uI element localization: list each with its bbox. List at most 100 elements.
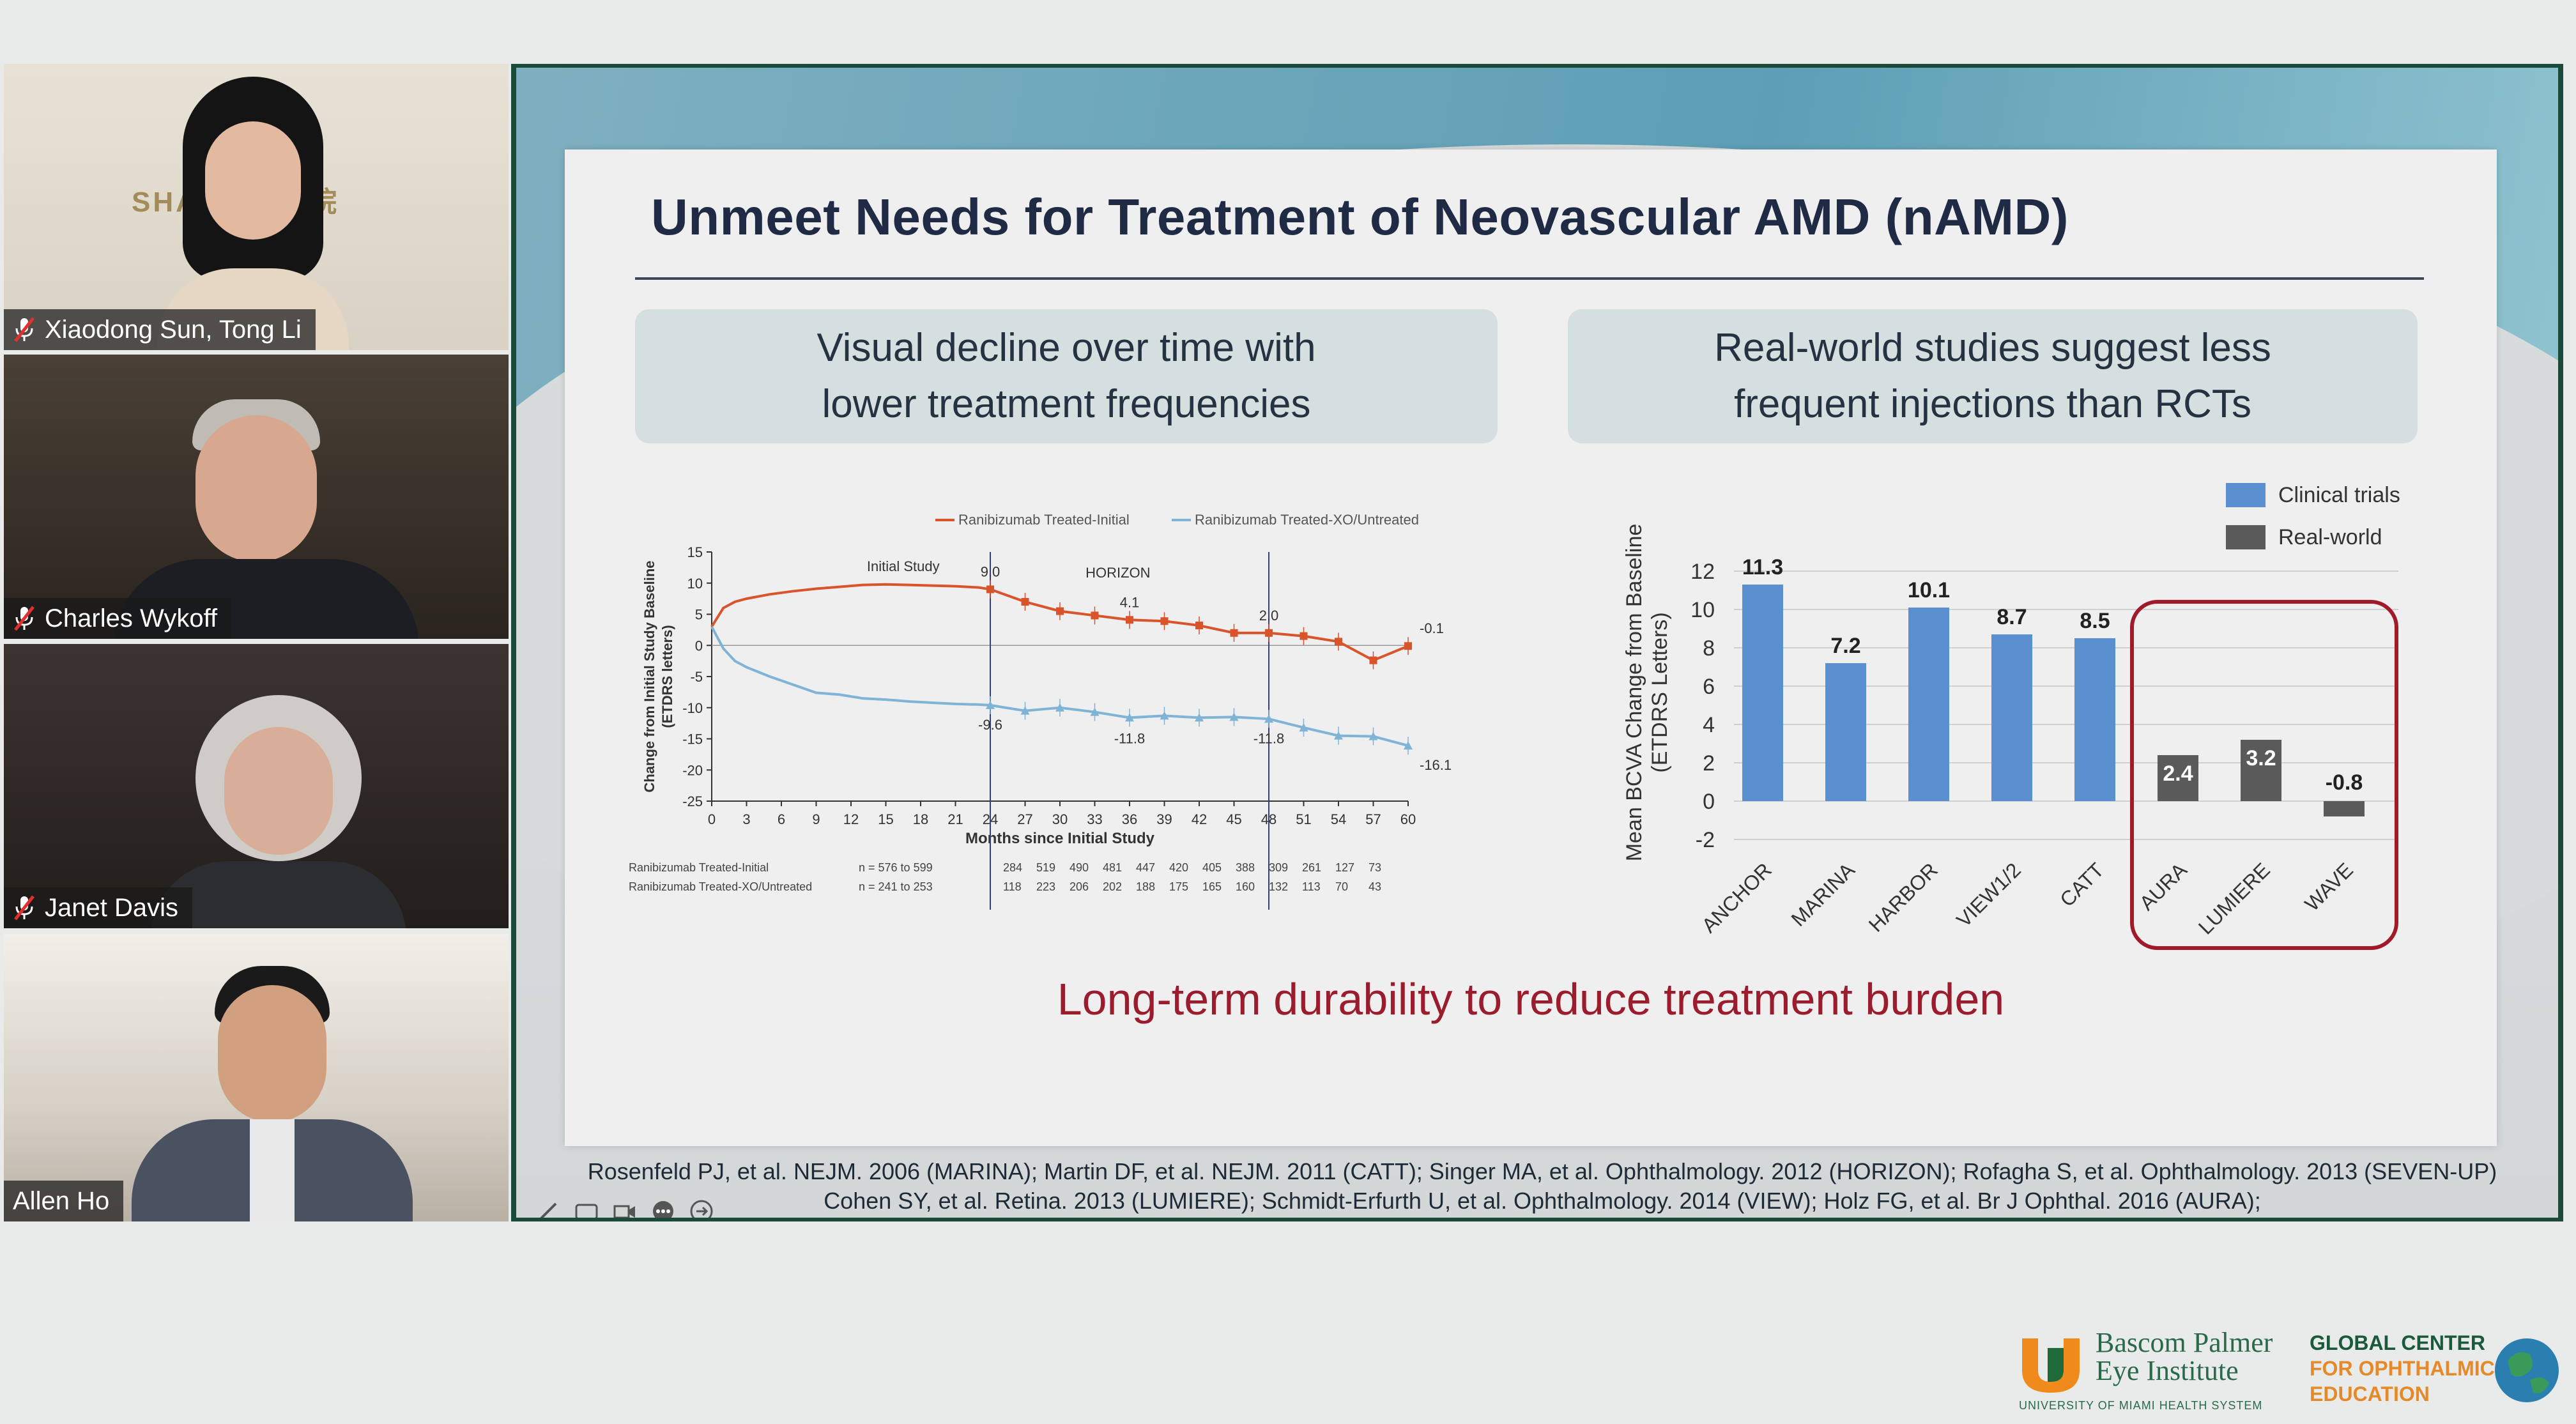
category-label: ANCHOR [1697, 858, 1776, 937]
participant-name: Janet Davis [45, 893, 178, 922]
y-axis-label: Mean BCVA Change from Baseline(ETDRS Let… [1622, 524, 1672, 862]
participant-tile-3[interactable]: Janet Davis [4, 644, 509, 928]
x-tick-label: 15 [878, 811, 893, 827]
mic-muted-icon [14, 317, 34, 342]
y-axis-label-line: (ETDRS letters) [659, 625, 675, 728]
point-label: -0.1 [1420, 620, 1444, 636]
data-label: 11.3 [1742, 555, 1783, 579]
right-panel-header-line: frequent injections than RCTs [1734, 382, 2251, 426]
next-arrow-icon[interactable] [689, 1198, 714, 1218]
table-cell: 405 [1202, 861, 1222, 874]
data-label: 7.2 [1830, 634, 1860, 658]
annotation-label: Initial Study [867, 558, 940, 574]
data-label: 10.1 [1908, 578, 1950, 602]
x-tick-label: 60 [1400, 811, 1416, 827]
left-panel-header-line: lower treatment frequencies [822, 382, 1311, 426]
legend-label: Clinical trials [2278, 483, 2400, 507]
x-tick-label: 57 [1365, 811, 1381, 827]
legend-swatch [2226, 525, 2266, 549]
table-cell: 127 [1335, 861, 1354, 874]
participant-name: Allen Ho [13, 1186, 110, 1215]
table-cell: 202 [1103, 880, 1122, 893]
table-cell: 113 [1302, 880, 1321, 893]
camera-icon[interactable] [612, 1198, 638, 1218]
highlight-box [2130, 600, 2398, 950]
legend-swatch [2226, 483, 2266, 507]
x-tick-label: 30 [1052, 811, 1068, 827]
table-cell: 447 [1136, 861, 1155, 874]
data-label: 3.2 [2246, 746, 2276, 770]
slide-toolbar [535, 1198, 714, 1218]
y-tick-label: 10 [687, 576, 703, 592]
reference-line: Cohen SY, et al. Retina. 2013 (LUMIERE);… [824, 1188, 2261, 1214]
gc-line: GLOBAL CENTER [2310, 1331, 2485, 1354]
x-tick-label: 6 [778, 811, 785, 827]
participant-tile-2[interactable]: Charles Wykoff [4, 355, 509, 639]
x-tick-label: 36 [1122, 811, 1137, 827]
participant-tile-4[interactable]: Allen Ho [4, 934, 509, 1221]
participant-name: Charles Wykoff [45, 604, 218, 632]
y-tick-label: 2 [1703, 751, 1715, 776]
bar [1742, 585, 1783, 801]
more-icon[interactable] [650, 1198, 676, 1218]
table-cell: 388 [1236, 861, 1255, 874]
y-axis-label-line: Change from Initial Study Baseline [641, 560, 657, 792]
table-cell: 43 [1368, 880, 1381, 893]
y-tick-label: 8 [1703, 636, 1715, 661]
slide-takeaway: Long-term durability to reduce treatment… [1057, 974, 2005, 1024]
left-panel-header-line: Visual decline over time with [816, 326, 1316, 370]
captions-icon[interactable] [574, 1198, 599, 1218]
title-divider [635, 277, 2424, 280]
table-cell: 284 [1003, 861, 1022, 874]
participant-name-tag: Xiaodong Sun, Tong Li [4, 309, 316, 350]
category-label: VIEW1/2 [1952, 858, 2025, 931]
category-label: CATT [2055, 858, 2108, 911]
table-cell: 206 [1070, 880, 1089, 893]
line-chart: Ranibizumab Treated-Initial Ranibizumab T… [629, 512, 1452, 910]
x-tick-label: 12 [843, 811, 859, 827]
point-label: 9.0 [981, 564, 1000, 580]
bar [2241, 740, 2281, 801]
x-tick-label: 45 [1226, 811, 1241, 827]
point-label: -9.6 [978, 717, 1002, 733]
slide-title: Unmeet Needs for Treatment of Neovascula… [651, 188, 2069, 245]
y-tick-label: -20 [682, 762, 703, 778]
legend-label: Ranibizumab Treated-XO/Untreated [1195, 512, 1419, 528]
x-tick-label: 3 [742, 811, 750, 827]
y-tick-label: -5 [690, 669, 703, 685]
y-axis-label-line: Mean BCVA Change from Baseline [1622, 524, 1646, 862]
globe-icon [2495, 1338, 2559, 1402]
point-label: -11.8 [1114, 730, 1146, 746]
participant-name-tag: Charles Wykoff [4, 598, 232, 639]
y-tick-label: 15 [687, 544, 703, 560]
table-cell: 70 [1335, 880, 1348, 893]
bar [2158, 755, 2198, 801]
mic-muted-icon [14, 895, 34, 921]
bascom-palmer-name: Bascom Palmer Eye Institute [2096, 1329, 2273, 1385]
annotation-label: HORIZON [1085, 565, 1150, 581]
participant-tile-1[interactable]: SHA TAL 医院 Xiaodong Sun, Tong Li [4, 64, 509, 350]
mic-muted-icon [14, 606, 34, 631]
table-row-n: n = 241 to 253 [859, 880, 933, 893]
bar-chart: Clinical trials Real-world 12 10 8 6 4 2 0 -2 Mean… [1622, 483, 2400, 950]
participant-name: Xiaodong Sun, Tong Li [45, 315, 302, 344]
category-label: AURA [2135, 858, 2192, 915]
slide: Unmeet Needs for Treatment of Neovascula… [565, 149, 2497, 1146]
series-line [710, 583, 1409, 662]
table-cell: 519 [1036, 861, 1055, 874]
reference-line: Rosenfeld PJ, et al. NEJM. 2006 (MARINA)… [587, 1158, 2497, 1184]
table-row-label: Ranibizumab Treated-XO/Untreated [629, 880, 812, 893]
data-label: 8.5 [2080, 609, 2110, 633]
pen-icon[interactable] [535, 1198, 561, 1218]
x-tick-label: 42 [1192, 811, 1207, 827]
table-cell: 175 [1169, 880, 1188, 893]
bascom-palmer-logo: Bascom Palmer Eye Institute UNIVERSITY O… [2019, 1329, 2319, 1413]
y-tick-label: -2 [1696, 828, 1715, 852]
bar [1825, 663, 1866, 801]
y-tick-label: 4 [1703, 713, 1715, 737]
category-label: WAVE [2300, 858, 2358, 915]
y-tick-label: -25 [682, 793, 703, 809]
table-cell: 165 [1202, 880, 1222, 893]
category-label: MARINA [1786, 858, 1859, 931]
y-tick-label: 0 [1703, 790, 1715, 814]
